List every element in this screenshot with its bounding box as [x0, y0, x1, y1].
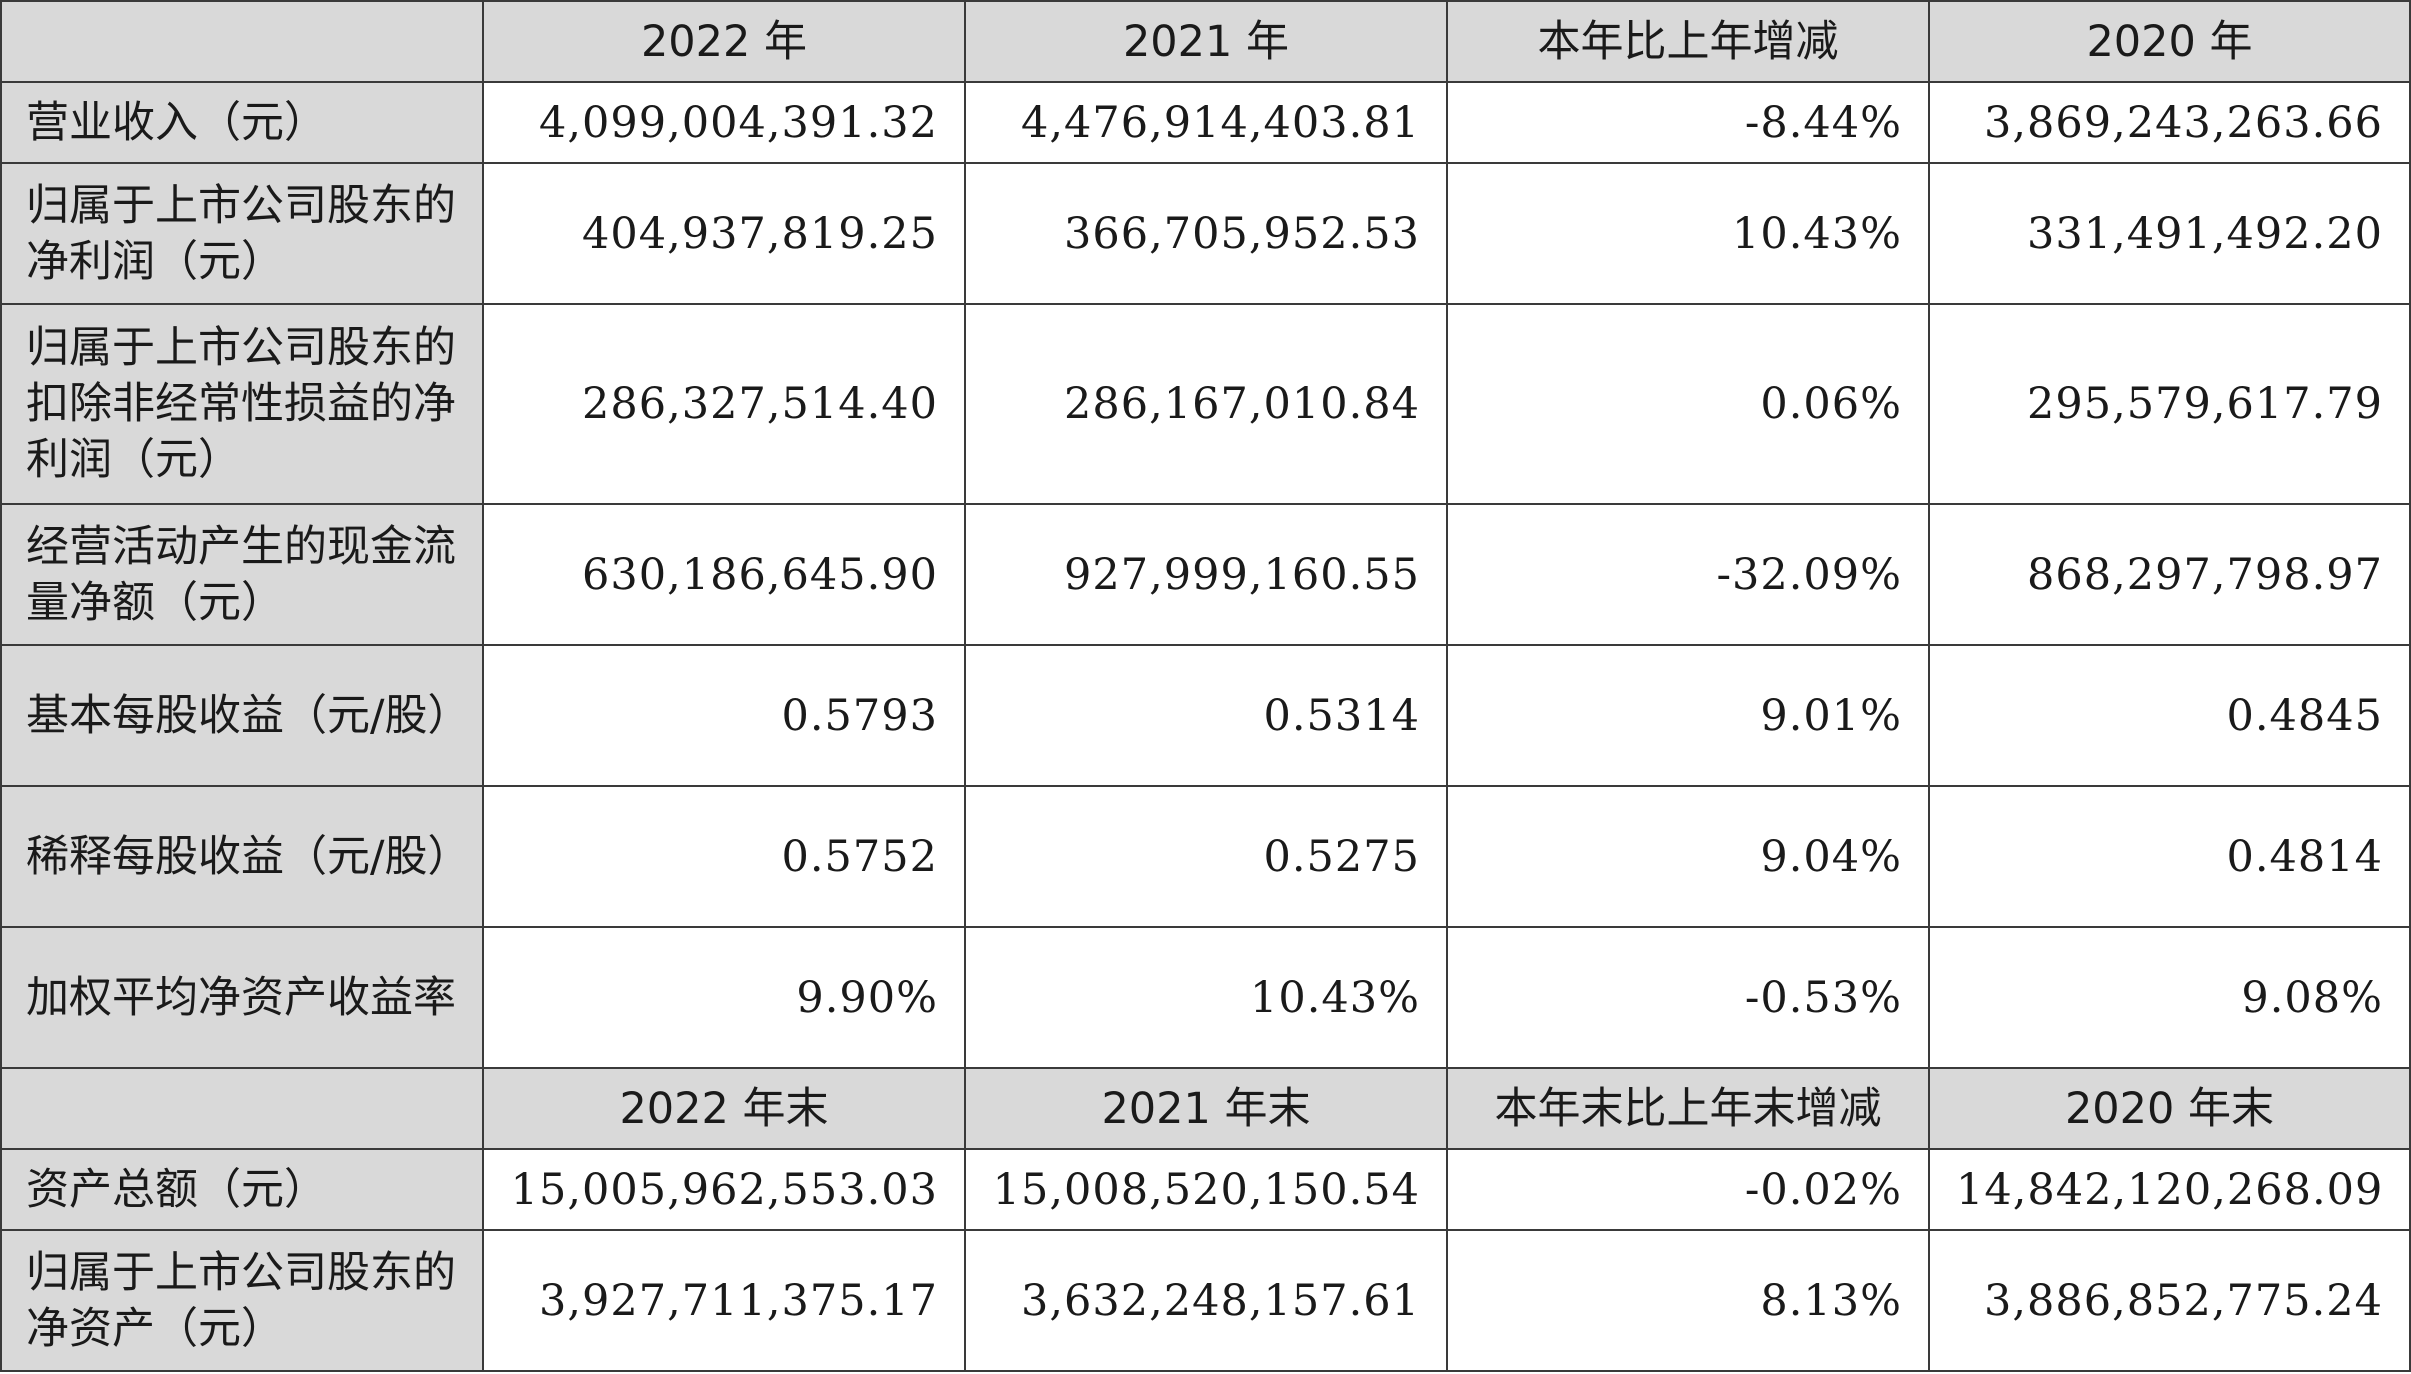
value-2022: 15,005,962,553.03 [482, 1148, 966, 1231]
table-row: 基本每股收益（元/股） 0.5793 0.5314 9.01% 0.4845 [0, 644, 2411, 787]
value-2020: 3,869,243,263.66 [1928, 81, 2411, 164]
value-2021: 4,476,914,403.81 [964, 81, 1448, 164]
row-label: 归属于上市公司股东的扣除非经常性损益的净利润（元） [0, 303, 484, 505]
value-2022: 0.5793 [482, 644, 966, 787]
row-label: 经营活动产生的现金流量净额（元） [0, 503, 484, 646]
table-row: 营业收入（元） 4,099,004,391.32 4,476,914,403.8… [0, 81, 2411, 164]
header-blank-cell [0, 0, 484, 83]
value-2022: 404,937,819.25 [482, 162, 966, 305]
value-2020: 295,579,617.79 [1928, 303, 2411, 505]
value-change: -32.09% [1446, 503, 1930, 646]
value-2020: 0.4814 [1928, 785, 2411, 928]
value-2021: 3,632,248,157.61 [964, 1229, 1448, 1372]
header-2020-end: 2020 年末 [1928, 1067, 2411, 1150]
value-2021: 927,999,160.55 [964, 503, 1448, 646]
table-row: 资产总额（元） 15,005,962,553.03 15,008,520,150… [0, 1148, 2411, 1231]
value-2022: 9.90% [482, 926, 966, 1069]
header-2022: 2022 年 [482, 0, 966, 83]
header-row-year-end: 2022 年末 2021 年末 本年末比上年末增减 2020 年末 [0, 1067, 2411, 1150]
row-label: 归属于上市公司股东的净资产（元） [0, 1229, 484, 1372]
value-2022: 286,327,514.40 [482, 303, 966, 505]
value-2022: 630,186,645.90 [482, 503, 966, 646]
table-row: 加权平均净资产收益率 9.90% 10.43% -0.53% 9.08% [0, 926, 2411, 1069]
value-2021: 10.43% [964, 926, 1448, 1069]
header-2022-end: 2022 年末 [482, 1067, 966, 1150]
header-2021-end: 2021 年末 [964, 1067, 1448, 1150]
value-2020: 9.08% [1928, 926, 2411, 1069]
row-label: 加权平均净资产收益率 [0, 926, 484, 1069]
header-row-annual: 2022 年 2021 年 本年比上年增减 2020 年 [0, 0, 2411, 83]
header-2021: 2021 年 [964, 0, 1448, 83]
header-change: 本年比上年增减 [1446, 0, 1930, 83]
value-2020: 14,842,120,268.09 [1928, 1148, 2411, 1231]
value-2022: 4,099,004,391.32 [482, 81, 966, 164]
table-row: 归属于上市公司股东的净利润（元） 404,937,819.25 366,705,… [0, 162, 2411, 305]
value-2021: 366,705,952.53 [964, 162, 1448, 305]
value-2022: 0.5752 [482, 785, 966, 928]
value-2020: 868,297,798.97 [1928, 503, 2411, 646]
table-row: 归属于上市公司股东的净资产（元） 3,927,711,375.17 3,632,… [0, 1229, 2411, 1372]
value-change: -8.44% [1446, 81, 1930, 164]
row-label: 稀释每股收益（元/股） [0, 785, 484, 928]
value-2021: 286,167,010.84 [964, 303, 1448, 505]
value-2021: 0.5275 [964, 785, 1448, 928]
value-2020: 3,886,852,775.24 [1928, 1229, 2411, 1372]
row-label: 基本每股收益（元/股） [0, 644, 484, 787]
table-row: 经营活动产生的现金流量净额（元） 630,186,645.90 927,999,… [0, 503, 2411, 646]
value-2022: 3,927,711,375.17 [482, 1229, 966, 1372]
header-blank-cell [0, 1067, 484, 1150]
row-label: 资产总额（元） [0, 1148, 484, 1231]
value-change: 9.04% [1446, 785, 1930, 928]
value-change: 0.06% [1446, 303, 1930, 505]
row-label: 归属于上市公司股东的净利润（元） [0, 162, 484, 305]
value-change: 8.13% [1446, 1229, 1930, 1372]
table-row: 稀释每股收益（元/股） 0.5752 0.5275 9.04% 0.4814 [0, 785, 2411, 928]
value-change: 9.01% [1446, 644, 1930, 787]
value-change: -0.02% [1446, 1148, 1930, 1231]
value-2021: 15,008,520,150.54 [964, 1148, 1448, 1231]
row-label: 营业收入（元） [0, 81, 484, 164]
table-row: 归属于上市公司股东的扣除非经常性损益的净利润（元） 286,327,514.40… [0, 303, 2411, 505]
header-change-end: 本年末比上年末增减 [1446, 1067, 1930, 1150]
value-2021: 0.5314 [964, 644, 1448, 787]
value-change: 10.43% [1446, 162, 1930, 305]
header-2020: 2020 年 [1928, 0, 2411, 83]
value-2020: 0.4845 [1928, 644, 2411, 787]
value-change: -0.53% [1446, 926, 1930, 1069]
value-2020: 331,491,492.20 [1928, 162, 2411, 305]
